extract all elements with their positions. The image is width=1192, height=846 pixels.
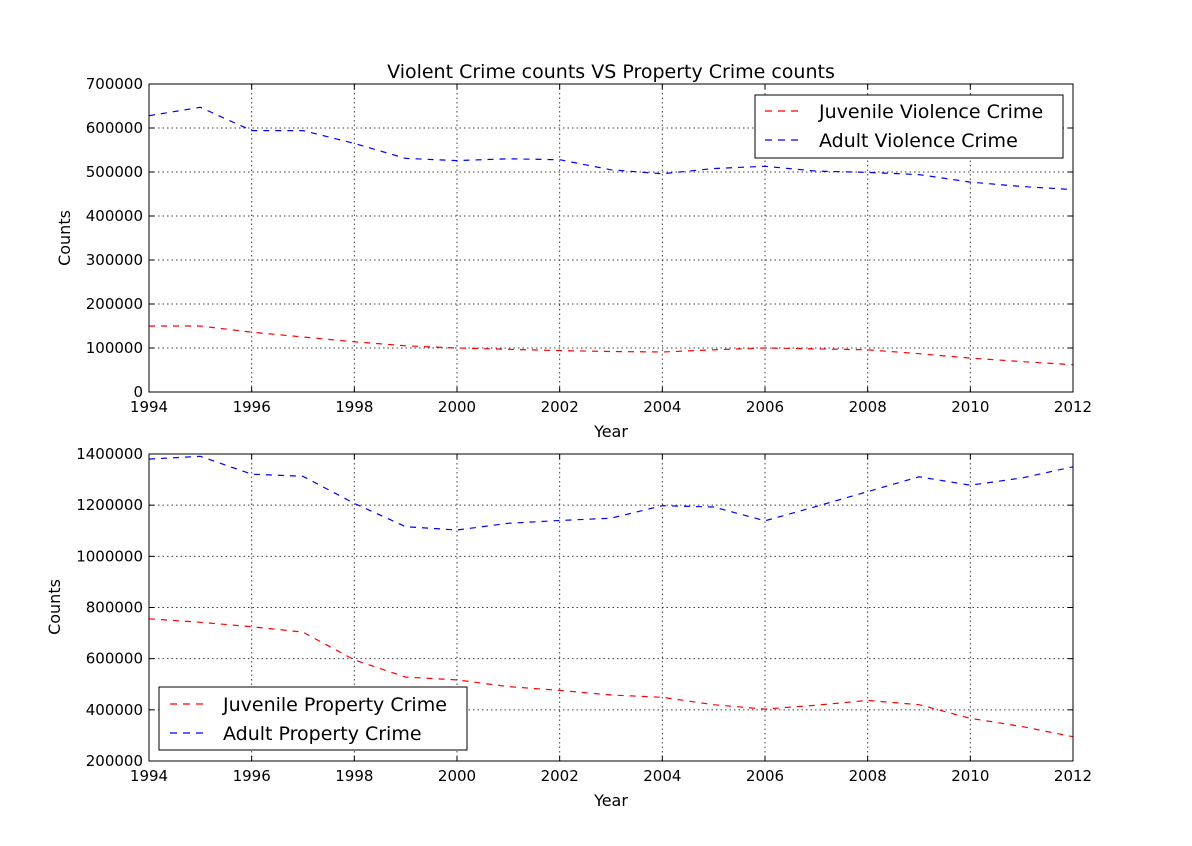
legend-frame [754,94,1064,159]
x-tick-label: 1994 [130,398,168,416]
legend: Juvenile Violence Crime Adult Violence C… [754,94,1064,159]
y-tick-label: 200000 [86,752,143,770]
property-crime-chart: 1994 1996 1998 2000 2002 2004 2006 2008 2010 2012… [45,445,1092,810]
y-axis-label: Counts [55,210,74,266]
legend: Juvenile Property Crime Adult Property C… [158,686,468,751]
y-tick-label: 1000000 [76,547,143,565]
violent-crime-chart: Violent Crime counts VS Property Crime c… [55,61,1092,441]
series-line-juvenile-violence-crime [149,325,1074,366]
x-tick-label: 1996 [233,398,271,416]
y-tick-label: 600000 [86,119,143,137]
series-line-adult-violence-crime [148,106,1074,191]
series-lines [148,455,1074,738]
x-tick-label: 2006 [746,767,784,785]
x-tick-label: 1994 [130,767,168,785]
x-tick-label: 2012 [1054,767,1092,785]
x-tick-label: 2010 [951,398,989,416]
y-tick-label: 100000 [86,339,143,357]
x-ticks: 1994 1996 1998 2000 2002 2004 2006 2008 2010 2012 [130,84,1092,416]
x-tick-label: 1998 [335,767,373,785]
y-tick-label: 600000 [86,650,143,668]
series-lines [148,106,1074,366]
legend-label-adult-property: Adult Property Crime [223,723,422,745]
x-tick-label: 1998 [335,398,373,416]
y-tick-label: 700000 [86,75,143,93]
legend-label-juvenile-violence: Juvenile Violence Crime [818,101,1043,123]
x-tick-label: 2002 [541,398,579,416]
x-tick-label: 2000 [438,398,476,416]
x-tick-label: 1996 [233,767,271,785]
x-tick-label: 2010 [951,767,989,785]
y-tick-label: 400000 [86,207,143,225]
x-tick-label: 2004 [643,767,681,785]
x-tick-label: 2012 [1054,398,1092,416]
y-tick-label: 300000 [86,251,143,269]
y-ticks: 200000 400000 600000 800000 1000000 1200000 14… [76,445,1073,770]
x-tick-label: 2002 [541,767,579,785]
x-axis-label: Year [593,422,628,441]
y-tick-label: 1200000 [76,496,143,514]
y-tick-label: 1400000 [76,445,143,463]
y-tick-label: 500000 [86,163,143,181]
x-tick-label: 2008 [849,398,887,416]
legend-label-juvenile-property: Juvenile Property Crime [222,694,447,716]
legend-frame [158,686,468,751]
plot-frame [148,83,1074,393]
x-tick-label: 2004 [643,398,681,416]
chart-title: Violent Crime counts VS Property Crime c… [387,61,835,83]
legend-label-adult-violence: Adult Violence Crime [819,130,1018,152]
x-ticks: 1994 1996 1998 2000 2002 2004 2006 2008 2010 2012 [130,454,1092,785]
y-tick-label: 0 [133,383,143,401]
y-tick-label: 800000 [86,599,143,617]
y-tick-label: 200000 [86,295,143,313]
x-axis-label: Year [593,791,628,810]
x-tick-label: 2008 [849,767,887,785]
y-ticks: 0 100000 200000 300000 400000 500000 600000 700… [86,75,1073,401]
x-tick-label: 2000 [438,767,476,785]
y-tick-label: 400000 [86,701,143,719]
series-line-juvenile-property-crime [148,618,1074,738]
x-tick-label: 2006 [746,398,784,416]
y-axis-label: Counts [45,579,64,635]
series-line-adult-property-crime [148,455,1074,531]
